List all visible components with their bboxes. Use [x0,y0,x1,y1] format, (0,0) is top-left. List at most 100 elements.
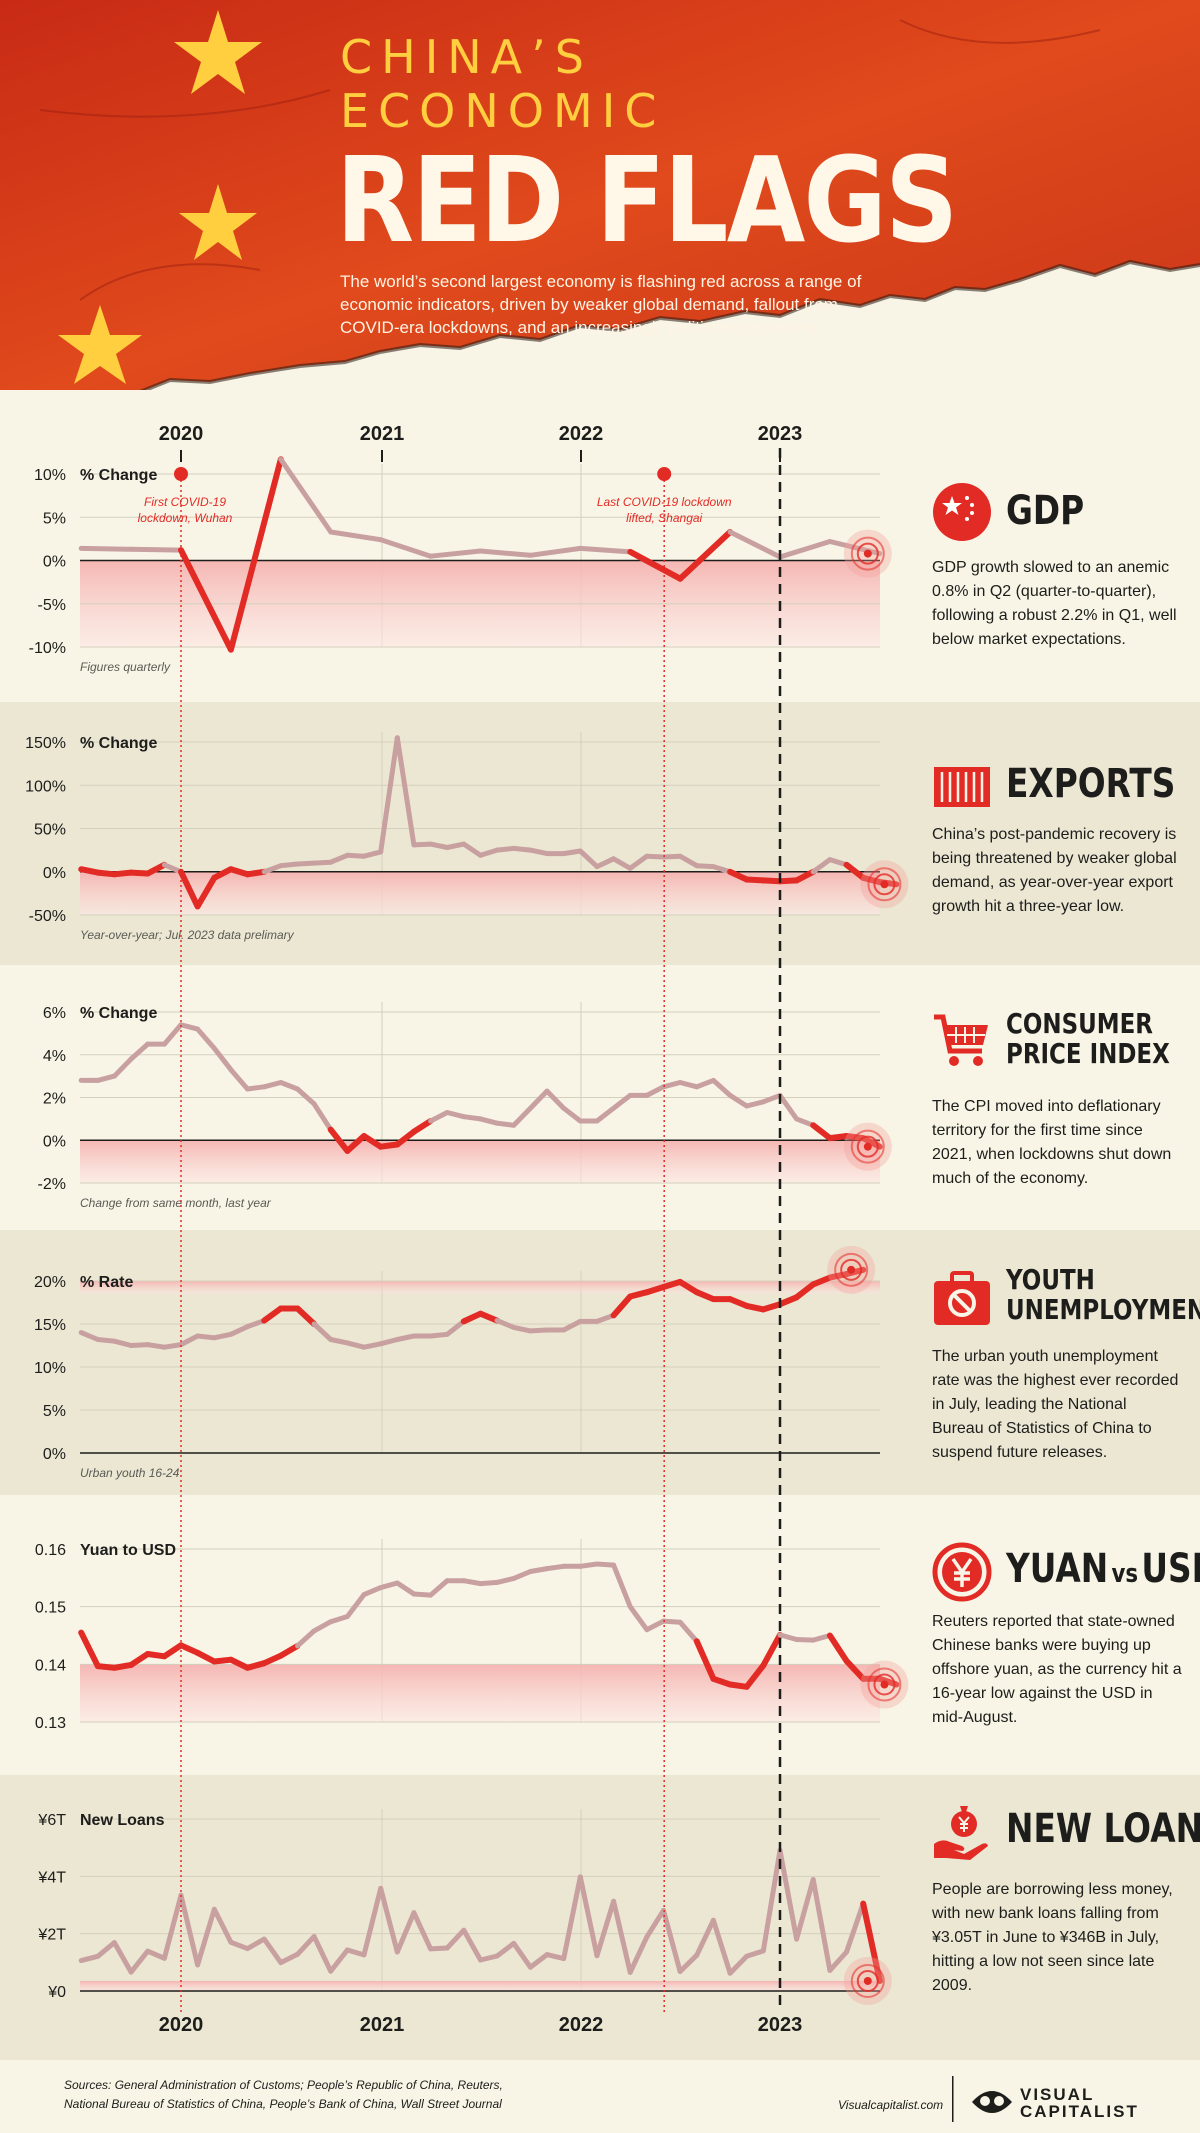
series-segment [810,857,833,875]
series-segment [361,1133,384,1150]
y-tick-label: 0% [43,1133,66,1150]
series-segment [627,1604,650,1633]
series-segment [227,456,284,653]
series-segment [261,1652,284,1667]
series-segment [428,1331,450,1339]
panel-description: The CPI moved into deflationary territor… [932,1098,1172,1187]
end-marker-dot [863,1142,872,1151]
year-label-bottom-2023: 2023 [758,2014,803,2036]
series-segment [827,539,883,557]
series-segment [78,1629,101,1670]
series-segment [494,1940,517,1959]
series-segment [428,1578,450,1598]
series-segment [178,1642,201,1656]
series-segment [794,1877,816,1942]
series-segment [527,1952,550,1970]
series-segment [461,841,483,858]
y-tick-label: 5% [43,510,66,527]
series-segment [378,735,400,855]
year-label-bottom-2021: 2021 [360,2014,405,2036]
series-segment [661,853,683,860]
series-segment [277,1642,301,1659]
series-segment [810,1274,833,1288]
end-marker-ring [840,1258,863,1281]
series-segment [793,1281,817,1301]
series-segment [195,1906,217,1968]
warning-band [80,1140,880,1183]
series-segment [693,1638,717,1682]
panel-title: NEW LOANS [1006,1806,1200,1852]
series-segment [394,735,417,848]
chart-youth: 20% 15% 10% 5% 0% % Rate Urban youth 16-24 [34,1245,880,1480]
end-marker-ring [850,1963,885,1998]
series-segment [295,1628,317,1649]
series-segment [777,1848,800,1942]
panel-title-line2: PRICE INDEX [1006,1037,1170,1070]
series-segment [295,860,317,867]
y-tick-label: ¥0 [47,1984,66,2001]
series-segment [644,1907,666,1940]
visual-capitalist-logo-icon [972,2091,1012,2113]
series-segment [610,1293,634,1319]
series-segment [78,1330,101,1342]
footer-brand-line2: CAPITALIST [1020,2102,1139,2121]
end-marker-ring [856,1969,879,1992]
series-segment [760,1631,783,1669]
series-segment [311,1619,334,1634]
y-tick-label: -2% [38,1176,66,1193]
y-tick-label: 10% [34,1360,66,1377]
series-segment [144,861,168,877]
series-segment [461,1578,483,1587]
series-segment [328,1947,350,1974]
panel-description: People are borrowing less money, with ne… [932,1881,1173,1994]
series-segment [511,1940,533,1970]
panel-title: EXPORTS [1006,761,1176,807]
series-segment [677,1619,700,1644]
panel-yuan-background [0,1495,1200,1775]
series-segment [328,1614,350,1625]
series-segment [378,1580,400,1591]
series-segment [128,1342,151,1348]
series-segment [344,1592,367,1619]
series-segment [511,845,533,853]
series-segment [161,1892,184,1961]
series-segment [161,1022,184,1047]
series-segment [727,1953,750,1976]
end-marker-ring [856,542,879,565]
series-segment [661,1907,683,1974]
series-segment [561,1318,583,1333]
series-segment [328,852,350,865]
series-segment [577,1874,600,1959]
end-marker-dot [847,1265,856,1274]
event-label-first-line2: lockdown, Wuhan [138,511,233,525]
series-segment [278,1080,300,1092]
series-segment [627,1934,650,1975]
series-segment [760,1092,783,1105]
series-segment [611,1562,633,1610]
footer-sources-line2: National Bureau of Statistics of China, … [64,2097,502,2111]
series-segment [95,1073,117,1083]
series-segment [577,1561,600,1569]
hero-text: CHINA’S ECONOMIC RED FLAGS The world’s s… [336,30,958,339]
series-segment [694,863,716,870]
series-segment [228,1939,250,1952]
series-segment [394,1333,417,1342]
series-segment [494,1575,517,1585]
series-segment [478,548,533,558]
y-tick-label: -10% [29,640,66,657]
y-tick-label: 4% [43,1048,66,1065]
series-segment [561,848,583,857]
year-label-top-2020: 2020 [159,423,204,445]
series-segment [577,545,633,555]
panel-description: Reuters reported that state-owned Chines… [932,1613,1182,1726]
series-segment [444,1927,467,1951]
series-segment [477,1310,501,1324]
series-segment [278,456,334,535]
series-segment [178,868,201,910]
end-marker-dot [863,549,872,558]
series-segment [95,1940,117,1959]
series-segment [760,1848,783,1954]
series-segment [211,1906,234,1945]
footer-site-link[interactable]: Visualcapitalist.com [838,2098,944,2112]
